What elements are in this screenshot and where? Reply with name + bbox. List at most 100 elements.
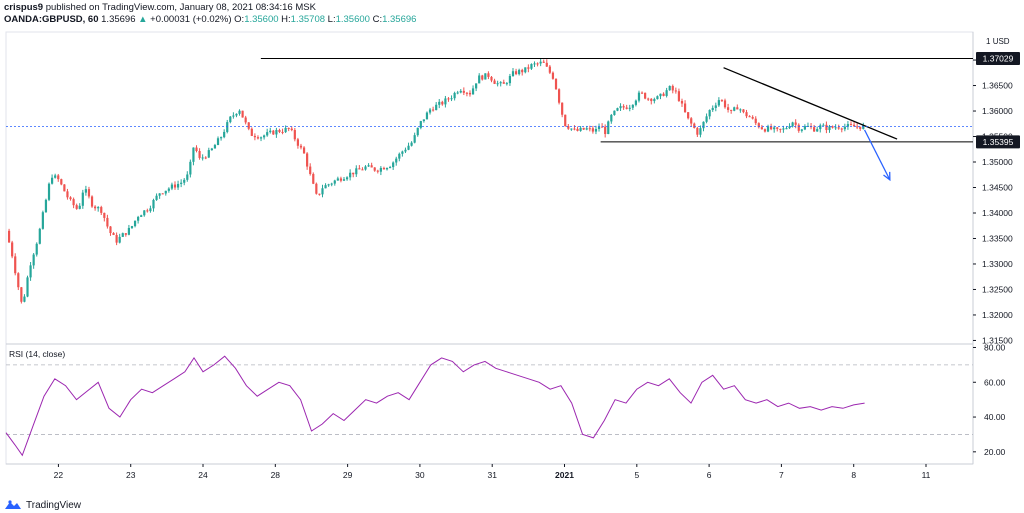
candle-body — [410, 142, 413, 146]
symbol-label[interactable]: OANDA:GBPUSD, 60 — [4, 14, 99, 25]
candle-body — [447, 98, 450, 100]
candle-body — [536, 63, 539, 65]
candle-body — [757, 123, 760, 128]
price-tick-label: 1.35000 — [982, 157, 1013, 167]
price-tick-label: 1.36500 — [982, 81, 1013, 91]
candle-body — [284, 127, 287, 133]
candle-body — [44, 199, 48, 213]
candle-body — [435, 104, 438, 111]
high-value: 1.35708 — [290, 14, 326, 25]
time-tick-label: 30 — [415, 470, 425, 480]
candle-body — [339, 178, 343, 181]
candle-body — [100, 207, 103, 213]
candle-body — [748, 116, 751, 118]
candle-body — [290, 128, 293, 131]
currency-selector[interactable]: 1 USD — [986, 37, 1010, 46]
candle-body — [514, 71, 518, 75]
change-up-arrow-icon: ▲ — [138, 14, 148, 25]
candle-body — [816, 129, 819, 132]
candle-body — [545, 62, 548, 67]
candle-body — [616, 108, 619, 111]
candle-body — [118, 236, 121, 243]
candle-body — [502, 82, 505, 84]
ohlc-row: OANDA:GBPUSD, 60 1.35696 ▲ +0.00031 (+0.… — [4, 14, 416, 25]
candle-body — [831, 126, 834, 128]
candle-body — [597, 126, 601, 129]
candle-body — [766, 126, 770, 132]
candle-body — [484, 73, 487, 80]
low-label: L: — [327, 14, 336, 25]
candle-body — [223, 131, 226, 138]
candle-body — [770, 126, 773, 130]
candle-body — [259, 137, 263, 139]
candle-body — [730, 109, 733, 111]
candle-body — [161, 193, 164, 195]
candle-body — [275, 129, 278, 135]
rsi-tick-label: 40.00 — [984, 412, 1006, 422]
candle-body — [38, 228, 41, 244]
candle-body — [287, 127, 290, 129]
candle-body — [542, 61, 545, 63]
candle-body — [216, 138, 220, 146]
candle-body — [582, 127, 585, 130]
candle-body — [607, 121, 610, 135]
candle-body — [398, 153, 401, 159]
candle-body — [834, 127, 837, 129]
candle-body — [594, 128, 598, 132]
candle-body — [349, 172, 352, 178]
candle-body — [573, 128, 576, 130]
currency-button[interactable]: 1 — [986, 37, 991, 46]
candle-body — [229, 116, 232, 123]
candle-body — [551, 72, 555, 79]
candle-body — [591, 128, 594, 132]
support-price-label: 1.35395 — [983, 137, 1014, 147]
candle-body — [803, 126, 807, 130]
candle-body — [253, 135, 256, 138]
candle-body — [699, 128, 702, 135]
rsi-indicator-label[interactable]: RSI (14, close) — [9, 349, 66, 359]
candle-body — [567, 126, 570, 129]
candle-body — [189, 161, 192, 175]
time-tick-label: 24 — [198, 470, 208, 480]
candle-body — [121, 233, 124, 237]
candle-body — [557, 89, 561, 103]
candle-body — [450, 98, 453, 100]
candle-body — [471, 88, 475, 95]
candle-body — [720, 100, 724, 102]
candle-body — [438, 101, 441, 105]
candle-body — [554, 78, 558, 90]
candle-body — [198, 150, 201, 158]
rsi-line — [5, 355, 865, 457]
candle-body — [388, 167, 392, 169]
candle-body — [505, 83, 508, 85]
candle-body — [677, 91, 681, 101]
candle-body — [644, 92, 647, 99]
candle-body — [299, 145, 303, 148]
candle-body — [613, 110, 616, 115]
candle-body — [183, 179, 186, 183]
candle-body — [219, 137, 223, 139]
candle-body — [207, 150, 210, 158]
time-tick-label: 23 — [126, 470, 136, 480]
footer-brand[interactable]: TradingView — [4, 499, 81, 511]
candle-body — [327, 184, 330, 186]
candle-body — [54, 175, 57, 178]
candle-body — [361, 169, 364, 171]
candle-body — [465, 92, 469, 94]
candle-body — [164, 190, 167, 194]
candle-body — [444, 98, 447, 105]
candle-body — [127, 227, 131, 235]
publisher-name[interactable]: crispus9 — [4, 2, 44, 13]
candle-body — [124, 233, 127, 235]
candle-body — [425, 112, 429, 120]
candle-body — [859, 126, 862, 129]
candle-body — [668, 85, 671, 91]
candle-body — [843, 126, 846, 130]
candle-body — [763, 129, 767, 132]
candle-body — [146, 210, 149, 212]
candle-body — [57, 175, 60, 180]
candle-body — [723, 100, 727, 108]
candle-body — [601, 126, 604, 128]
candle-body — [739, 109, 742, 111]
